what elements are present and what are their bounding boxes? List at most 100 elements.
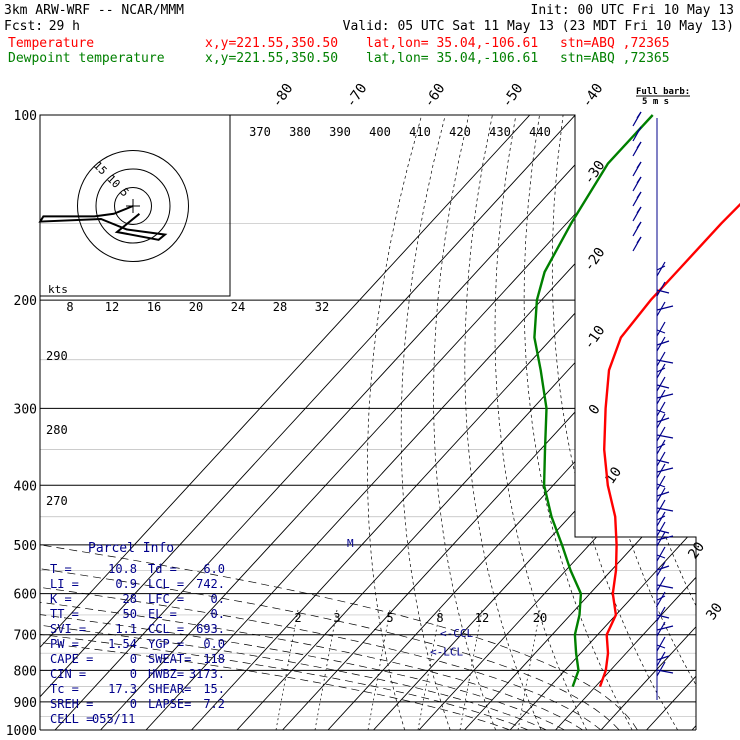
- mixing-ratio-label: 3: [333, 611, 340, 625]
- isotherm-line: [236, 115, 696, 730]
- theta-label: 410: [409, 125, 431, 139]
- parcel-info-row: K = 28 LFC = 0.: [50, 592, 225, 606]
- wind-barb-flag: [656, 305, 674, 311]
- theta-label: 290: [46, 349, 68, 363]
- mixing-ratio-line: [275, 609, 299, 730]
- hodograph-ring-label: 15: [91, 159, 110, 178]
- isotherm-label: -40: [579, 81, 607, 111]
- hodograph-ring-label: 5: [118, 186, 132, 200]
- parcel-value: 693.: [196, 622, 225, 636]
- parcel-info-layer: Parcel Info T = 10.8 Td = 6.0 LI = 0.9 LCL = 742…: [50, 541, 225, 726]
- isotherm-line: [282, 115, 696, 730]
- isotherm-line: [555, 115, 696, 730]
- wind-barb-staff: [656, 376, 666, 392]
- dry-adiabat: [704, 115, 740, 730]
- isotherm-label: 30: [703, 600, 726, 623]
- dry-adiabat: [680, 115, 696, 730]
- mixing-ratio-line: [459, 609, 483, 730]
- parcel-info-row: Tc = 17.3 SHEAR= 15.: [50, 682, 225, 696]
- isotherm-label: 20: [685, 539, 708, 562]
- wind-barb: [632, 126, 642, 142]
- parcel-key: CAPE =: [50, 652, 93, 666]
- isotherm-line: [145, 115, 696, 730]
- wind-barb-flag: [656, 483, 666, 488]
- parcel-value: 3173.: [189, 667, 225, 681]
- dry-adiabat: [579, 115, 696, 730]
- wind-barb: [656, 661, 674, 677]
- wind-barb: [656, 487, 670, 503]
- wind-barb-staff: [656, 521, 666, 537]
- wind-barb: [632, 111, 642, 127]
- parcel-value: 0.: [211, 607, 225, 621]
- parcel-key: SREH =: [50, 697, 93, 711]
- parcel-info-row: LI = 0.9 LCL = 742.: [50, 577, 225, 591]
- parcel-value: 15.: [203, 682, 225, 696]
- pressure-tick-label: 600: [14, 588, 37, 603]
- parcel-info-row: SVI = 1.1 CCL = 693.: [50, 622, 225, 636]
- moist-adiabat: [40, 299, 620, 730]
- parcel-value: 742.: [196, 577, 225, 591]
- parcel-value: 0.: [211, 592, 225, 606]
- wind-barb-flag: [636, 206, 642, 214]
- wind-barb-staff: [656, 511, 666, 527]
- parcel-key: K =: [50, 592, 72, 606]
- wind-barb: [656, 363, 666, 379]
- wind-barb-flag: [656, 625, 674, 631]
- parcel-info-title: Parcel Info: [88, 541, 174, 556]
- moist-adiabat: [40, 299, 529, 730]
- dry-adiabat: [605, 115, 696, 730]
- parcel-key: SVI =: [50, 622, 86, 636]
- isotherm-line: [509, 115, 696, 730]
- theta-label: 440: [529, 125, 551, 139]
- wind-barb-staff: [656, 363, 666, 379]
- dry-adiabat: [433, 115, 497, 730]
- wind-barb: [656, 531, 674, 547]
- parcel-key: EL =: [148, 607, 177, 621]
- hodograph-unit: kts: [48, 283, 68, 296]
- wind-barb: [632, 141, 642, 157]
- parcel-key: LCL =: [148, 577, 184, 591]
- wind-barb-staff: [656, 591, 666, 607]
- pressure-tick-label: 700: [14, 629, 37, 644]
- parcel-value: 6.0: [203, 562, 225, 576]
- wind-barb-flag: [636, 176, 642, 184]
- wind-barb-flag: [656, 409, 666, 414]
- wind-barb-flag: [656, 367, 666, 373]
- wind-barb-staff: [656, 636, 666, 652]
- mixing-ratio-label: 5: [386, 611, 393, 625]
- barb-legend-label: Full barb:: [636, 87, 690, 97]
- legend-latlon: lat,lon= 35.04,-106.61: [366, 36, 538, 51]
- mixing-ratio-label: 20: [533, 611, 547, 625]
- wind-barb-staff: [656, 499, 666, 515]
- theta-label: 390: [329, 125, 351, 139]
- wind-barb-flag: [656, 329, 666, 334]
- moist-adiabat: [40, 299, 565, 730]
- init-time: Init: 00 UTC Fri 10 May 13: [531, 3, 735, 18]
- theta-label: 280: [46, 423, 68, 437]
- wind-barb-flag: [656, 507, 674, 512]
- dry-adiabat: [464, 115, 542, 730]
- parcel-info-row: T = 10.8 Td = 6.0: [50, 562, 225, 576]
- wind-barb-flag: [656, 434, 674, 439]
- wind-barb-flag: [636, 126, 642, 134]
- isotherm-line: [54, 115, 622, 730]
- plot-frame: [40, 114, 697, 730]
- wind-barb: [656, 621, 674, 637]
- wind-barb-flag: [656, 515, 666, 521]
- wind-barb-flag: [656, 529, 670, 534]
- marker-label: <-CCL: [440, 627, 473, 640]
- isotherm-line: [418, 115, 696, 730]
- parcel-key: SWEAT=: [148, 652, 191, 666]
- dry-adiabat: [494, 115, 588, 730]
- wind-barb-flag: [656, 595, 666, 601]
- wind-barb-flag: [656, 459, 670, 464]
- theta-label: 370: [249, 125, 271, 139]
- parcel-value: 7.2: [203, 697, 225, 711]
- wind-barb-flag: [656, 584, 674, 589]
- wind-barb: [656, 651, 670, 667]
- parcel-value: 0.0: [203, 637, 225, 651]
- wind-barb: [632, 176, 642, 192]
- parcel-value: 0: [130, 652, 137, 666]
